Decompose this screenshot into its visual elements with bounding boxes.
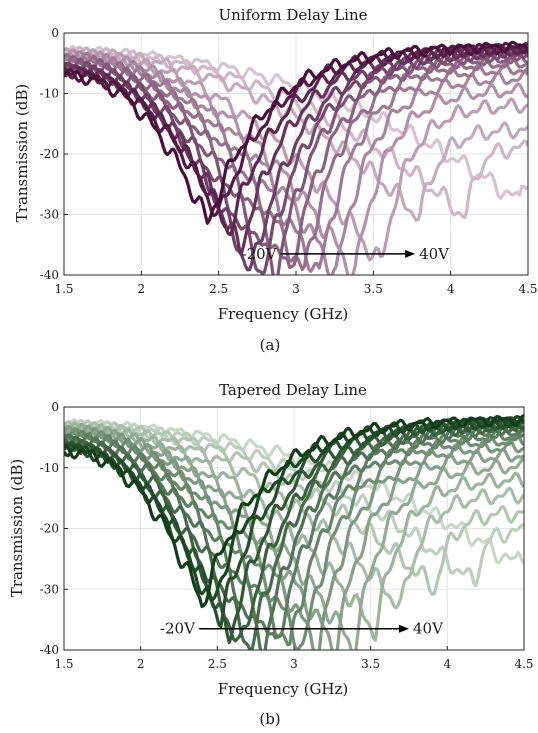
panel-label: (a) xyxy=(260,336,281,354)
series-group xyxy=(64,414,524,650)
series-line xyxy=(64,47,528,262)
series-line xyxy=(64,40,528,225)
x-tick-label: 3.5 xyxy=(361,657,380,671)
annotation-arrowhead xyxy=(399,624,409,633)
series-line xyxy=(64,51,528,273)
series-line xyxy=(64,46,528,222)
series-line xyxy=(64,422,524,650)
series-line xyxy=(64,425,524,640)
y-axis-label: Transmission (dB) xyxy=(8,459,26,597)
y-tick-label: 0 xyxy=(51,400,59,414)
x-tick-label: 4.5 xyxy=(518,282,537,296)
x-tick-label: 1.5 xyxy=(54,282,73,296)
y-tick-label: -40 xyxy=(40,268,59,282)
series-line xyxy=(64,418,524,565)
series-line xyxy=(64,50,528,275)
x-tick-label: 4 xyxy=(444,657,452,671)
y-tick-label: 0 xyxy=(51,26,59,40)
series-line xyxy=(64,414,524,609)
series-line xyxy=(64,419,524,596)
series-line xyxy=(64,424,524,650)
y-tick-label: -10 xyxy=(40,87,59,101)
annotation-start-label: -20V xyxy=(160,620,196,638)
chart-uniform-delay-line: Uniform Delay Line Frequency (GHz) Trans… xyxy=(13,6,538,354)
x-tick-label: 4.5 xyxy=(514,657,533,671)
x-axis-label: Frequency (GHz) xyxy=(218,305,349,323)
x-tick-label: 3.5 xyxy=(364,282,383,296)
y-tick-label: -40 xyxy=(40,643,59,657)
annotation-end-label: 40V xyxy=(419,245,450,263)
series-line xyxy=(64,419,524,610)
x-tick-label: 2.5 xyxy=(209,282,228,296)
x-tick-label: 2.5 xyxy=(208,657,227,671)
y-tick-label: -20 xyxy=(40,522,59,536)
series-line xyxy=(64,41,528,218)
chart-title: Uniform Delay Line xyxy=(218,6,367,24)
annotation-arrowhead xyxy=(405,249,416,258)
panel-label: (b) xyxy=(259,710,280,728)
chart-title: Tapered Delay Line xyxy=(219,381,367,399)
y-axis-label: Transmission (dB) xyxy=(13,84,31,222)
x-tick-label: 2 xyxy=(138,282,146,296)
chart-tapered-delay-line: Tapered Delay Line Frequency (GHz) Trans… xyxy=(8,381,534,728)
y-tick-label: -30 xyxy=(40,582,59,596)
series-line xyxy=(64,417,524,645)
series-group xyxy=(64,40,528,275)
x-tick-label: 3 xyxy=(290,657,298,671)
x-tick-label: 1.5 xyxy=(54,657,73,671)
x-tick-label: 4 xyxy=(447,282,455,296)
x-tick-label: 3 xyxy=(292,282,300,296)
annotation-start-label: -20V xyxy=(242,245,278,263)
y-tick-label: -30 xyxy=(40,208,59,222)
annotation-end-label: 40V xyxy=(413,620,444,638)
y-tick-label: -10 xyxy=(40,461,59,475)
y-tick-label: -20 xyxy=(40,147,59,161)
x-axis-label: Frequency (GHz) xyxy=(218,680,349,698)
x-tick-label: 2 xyxy=(137,657,145,671)
